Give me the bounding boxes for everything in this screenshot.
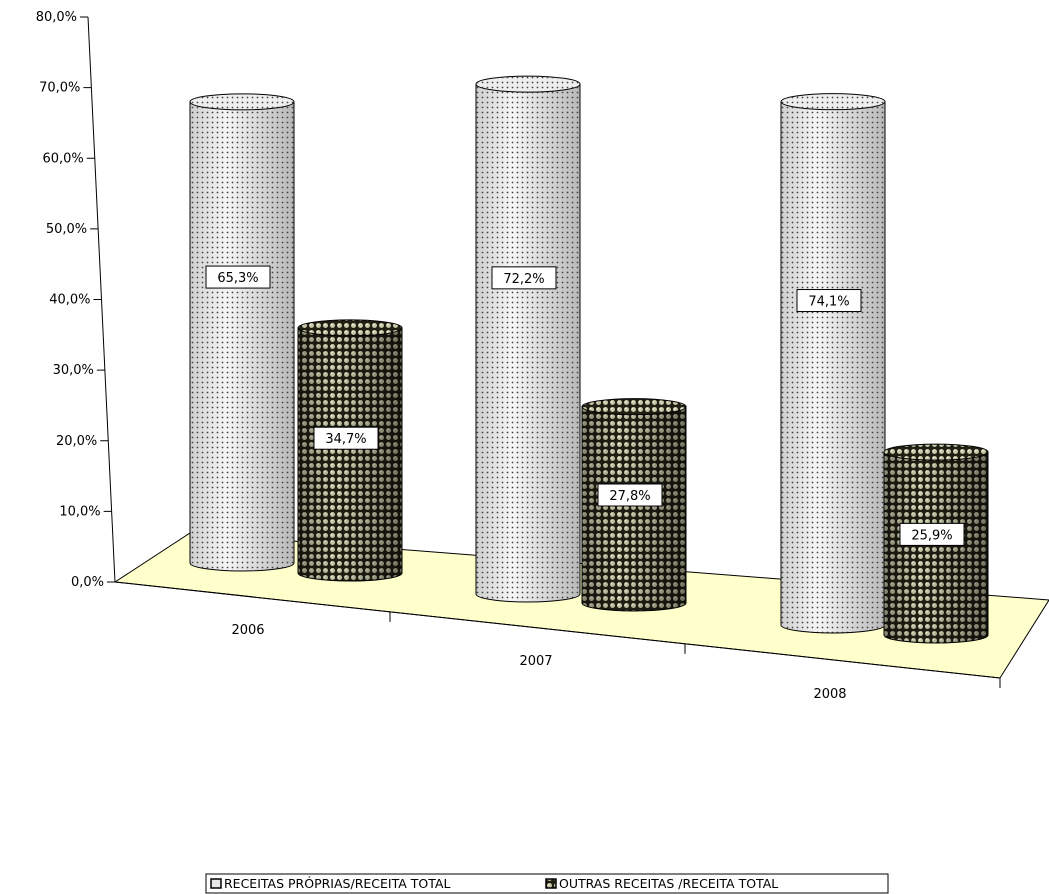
bar-2006-series-2: 34,7% (297, 319, 403, 582)
bar-top (883, 443, 989, 461)
data-label-box (899, 522, 965, 546)
bar-2008-series-1: 74,1% (780, 93, 886, 634)
legend: RECEITAS PRÓPRIAS/RECEITA TOTAL OUTRAS R… (205, 873, 889, 894)
y-tick-label: 60,0% (42, 151, 83, 166)
x-axis-line (114, 581, 1001, 679)
data-label-box (491, 266, 557, 290)
bar-top-texture (781, 93, 885, 110)
bar-2006-series-1: 65,3% (189, 93, 295, 572)
bar-body-shade (582, 406, 686, 611)
y-tick-label: 0,0% (71, 575, 104, 590)
data-label: 74,1% (808, 295, 849, 310)
data-label: 72,2% (503, 272, 544, 287)
bar-body (780, 101, 886, 634)
y-tick-label: 40,0% (49, 293, 90, 308)
data-label-box (313, 426, 379, 450)
y-tick-label: 10,0% (59, 504, 100, 519)
x-category-label: 2008 (813, 687, 846, 702)
x-category-label: 2007 (519, 654, 552, 669)
bar-top (297, 319, 403, 337)
bar-body-shade (298, 327, 402, 581)
data-label-box (796, 289, 862, 313)
bar-top-texture (476, 76, 580, 93)
bar-body (475, 83, 581, 603)
bar-body (189, 101, 295, 572)
data-label: 27,8% (609, 489, 650, 504)
legend-swatch-series-2 (545, 878, 557, 889)
y-tick-label: 80,0% (36, 10, 77, 25)
y-tick-label: 30,0% (53, 363, 94, 378)
chart-series: 65,3% 34,7% 72,2% 27,8% 74,1% 25,9% (189, 75, 989, 644)
bar-top (581, 398, 687, 416)
data-label: 25,9% (911, 528, 952, 543)
data-label: 34,7% (325, 432, 366, 447)
x-axis-ticks: 2006 2007 2008 (231, 611, 1001, 702)
legend-swatch-series-1 (210, 878, 222, 889)
y-axis-ticks: 0,0% 10,0% 20,0% 30,0% 40,0% 50,0% 60,0% 70,0% 8… (36, 10, 115, 590)
bar-2008-series-2: 25,9% (883, 443, 989, 644)
bar-body-shade (884, 452, 988, 643)
bar-top-texture (190, 93, 294, 110)
y-tick-label: 70,0% (39, 81, 80, 96)
legend-label-series-1: RECEITAS PRÓPRIAS/RECEITA TOTAL (224, 876, 450, 891)
data-label: 65,3% (217, 271, 258, 286)
data-label-box (205, 265, 271, 289)
bar-2007-series-2: 27,8% (581, 398, 687, 612)
bar-2007-series-1: 72,2% (475, 75, 581, 603)
y-tick-label: 50,0% (46, 222, 87, 237)
y-tick-label: 20,0% (56, 434, 97, 449)
legend-label-series-2: OUTRAS RECEITAS /RECEITA TOTAL (559, 876, 778, 891)
data-label-box (597, 483, 663, 507)
x-category-label: 2006 (231, 623, 264, 638)
